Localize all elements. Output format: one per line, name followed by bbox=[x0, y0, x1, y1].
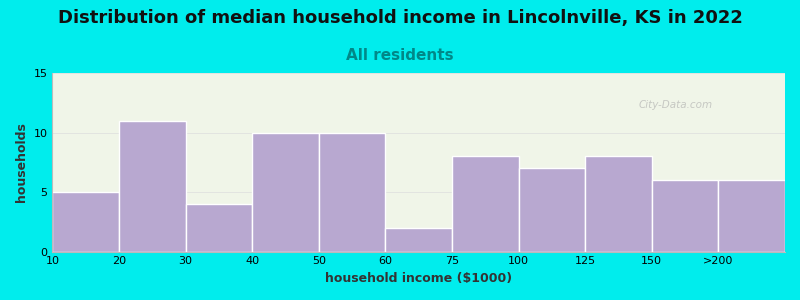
Bar bbox=[386, 228, 452, 252]
X-axis label: household income ($1000): household income ($1000) bbox=[325, 272, 512, 285]
Y-axis label: households: households bbox=[15, 122, 28, 202]
Bar bbox=[252, 133, 319, 252]
Bar bbox=[186, 204, 252, 252]
Bar bbox=[652, 180, 718, 252]
Text: City-Data.com: City-Data.com bbox=[638, 100, 713, 110]
Bar bbox=[452, 156, 518, 252]
Bar bbox=[319, 133, 386, 252]
Bar bbox=[586, 156, 652, 252]
Text: Distribution of median household income in Lincolnville, KS in 2022: Distribution of median household income … bbox=[58, 9, 742, 27]
Bar bbox=[53, 192, 119, 252]
Bar bbox=[518, 168, 586, 252]
Text: All residents: All residents bbox=[346, 48, 454, 63]
Bar bbox=[718, 180, 785, 252]
Bar bbox=[119, 121, 186, 252]
